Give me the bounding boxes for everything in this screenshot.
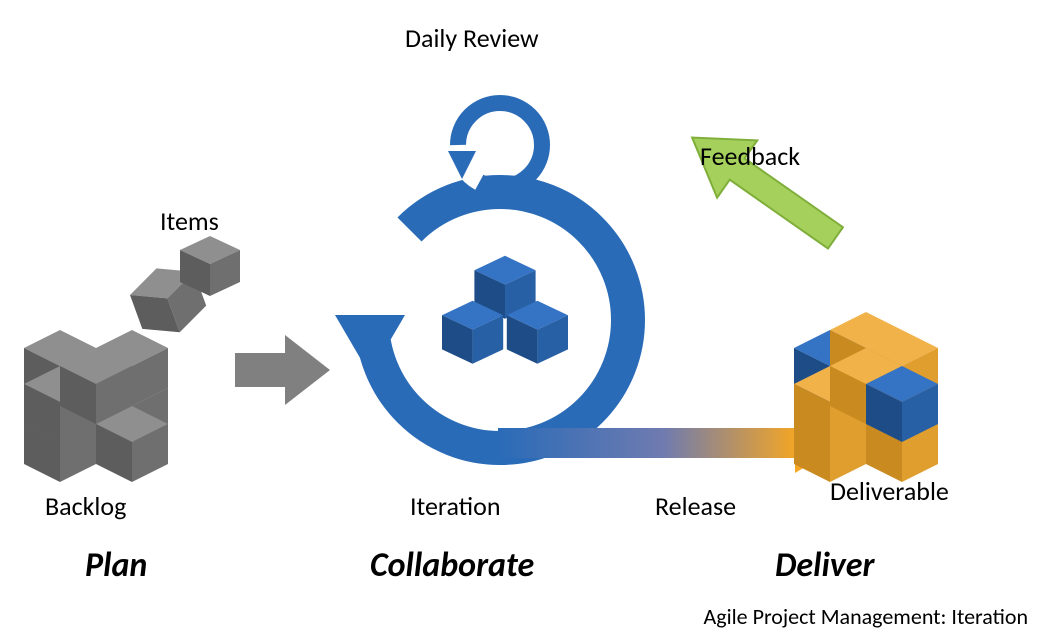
diagram-title: Agile Project Management: Iteration [704,603,1029,630]
iteration-label: Iteration [410,490,501,522]
feedback-label: Feedback [700,140,800,172]
plan-to-collaborate-arrow-icon [235,335,330,405]
daily-review-label: Daily Review [405,22,539,54]
items-label: Items [160,205,219,237]
daily-review-loop-icon [448,103,542,187]
backlog-cubes-icon [24,236,240,482]
backlog-label: Backlog [45,490,126,522]
deliverable-label: Deliverable [830,475,949,507]
release-label: Release [655,490,736,522]
deliverable-cubes-icon [794,312,938,482]
iteration-loop-icon [335,103,628,448]
phase-deliver: Deliver [775,545,874,586]
iteration-cubes-icon [442,256,568,364]
phase-plan: Plan [85,545,147,586]
feedback-arrow-icon [672,109,856,267]
phase-collaborate: Collaborate [370,545,534,586]
